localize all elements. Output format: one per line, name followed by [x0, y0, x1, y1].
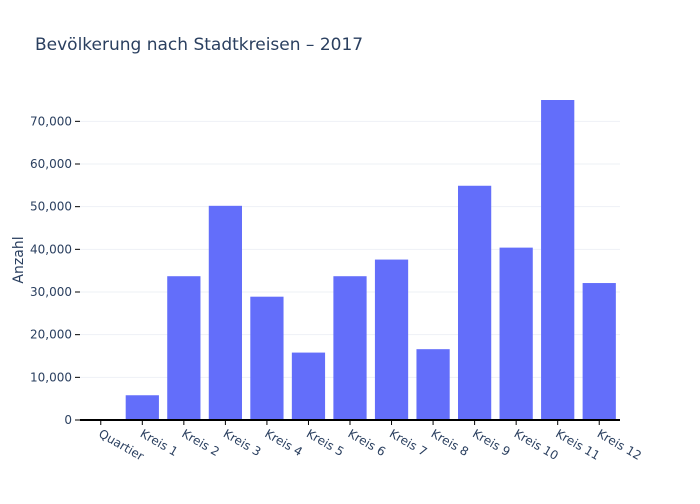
bar — [125, 395, 159, 420]
x-tick-label: Kreis 6 — [346, 426, 388, 459]
y-tick-label: 60,000 — [30, 157, 72, 171]
y-tick-label: 30,000 — [30, 285, 72, 299]
y-tick-label: 50,000 — [30, 200, 72, 214]
bar — [499, 247, 533, 420]
bar — [208, 205, 242, 420]
bar — [582, 283, 616, 420]
bar — [333, 276, 367, 420]
y-axis-title: Anzahl — [11, 236, 27, 283]
bar — [458, 185, 492, 420]
y-tick-label: 40,000 — [30, 242, 72, 256]
bar — [167, 276, 201, 420]
y-tick-label: 70,000 — [30, 114, 72, 128]
bar — [374, 259, 409, 420]
x-tick-label: Kreis 5 — [304, 426, 346, 459]
y-tick-label: 20,000 — [30, 328, 72, 342]
chart-title: Bevölkerung nach Stadtkreisen – 2017 — [35, 35, 363, 55]
x-tick-label: Kreis 8 — [429, 426, 471, 459]
y-tick-label: 10,000 — [30, 370, 72, 384]
bar-layer — [125, 100, 616, 420]
x-tick-label: Kreis 7 — [387, 426, 429, 459]
x-tick-label: Quartier — [96, 426, 146, 463]
bar — [250, 296, 284, 420]
x-tick-label: Kreis 9 — [470, 426, 512, 459]
x-tick-label: Kreis 12 — [595, 426, 644, 462]
x-tick-label: Kreis 10 — [512, 426, 561, 462]
bar — [416, 349, 450, 420]
x-tick-label: Kreis 2 — [179, 426, 221, 459]
bar — [541, 100, 575, 420]
x-tick-label: Kreis 4 — [262, 426, 304, 459]
bar — [291, 352, 326, 420]
x-tick-label: Kreis 3 — [221, 426, 263, 459]
x-tick-label: Kreis 11 — [553, 426, 602, 462]
y-tick-label: 0 — [64, 413, 72, 427]
